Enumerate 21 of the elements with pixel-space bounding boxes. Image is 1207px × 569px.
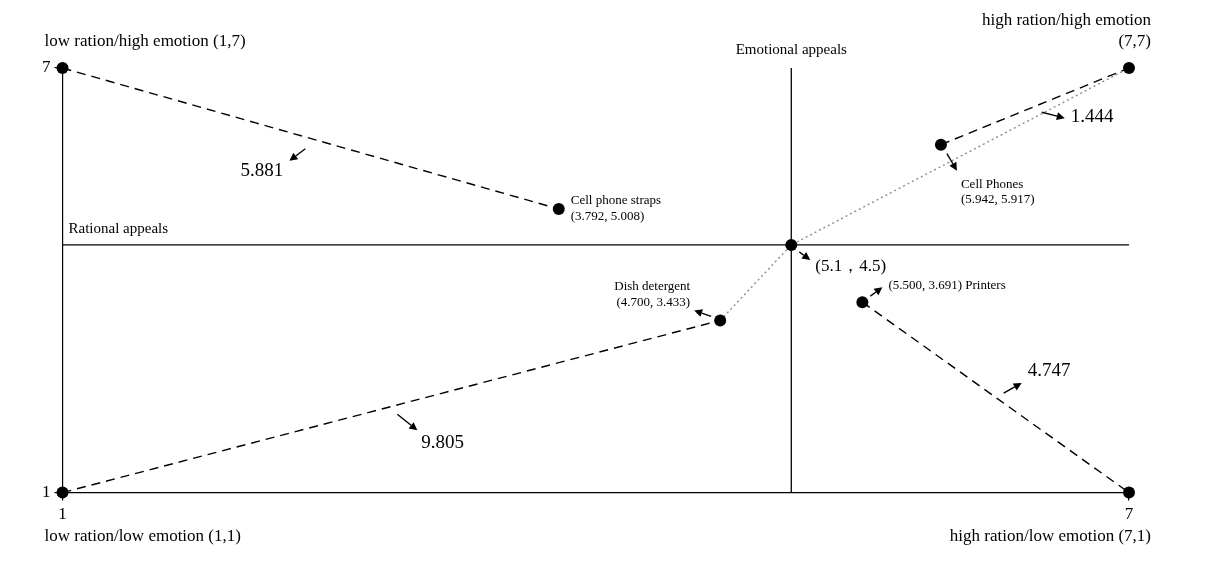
point [714,314,727,327]
annotation: Cell Phones (5.942, 5.917) [960,175,1035,207]
point [934,138,947,151]
annotation: (5.500, 3.691) Printers [888,277,1006,293]
annotation: Dish detergent (4.700, 3.433) [614,278,691,309]
annotation: high ration/high emotion (7,7) [981,10,1152,50]
point [552,202,565,215]
annotation: 9.805 [421,430,465,452]
point [1123,62,1135,74]
annotation: Cell phone straps (3.792, 5.008) [570,192,662,223]
annotation: 4.747 [1027,358,1071,380]
annotation: (5.1，4.5) [815,255,887,275]
annotation: low ration/high emotion (1,7) [44,30,246,50]
annotation: high ration/low emotion (7,1) [949,525,1151,545]
annotation: 1.444 [1070,105,1115,127]
point [785,238,798,251]
x-axis-title: Rational appeals [68,220,169,237]
annotation: 5.881 [240,159,284,181]
point [856,296,869,309]
y-axis-title: Emotional appeals [735,41,848,58]
annotation: low ration/low emotion (1,1) [44,525,241,545]
